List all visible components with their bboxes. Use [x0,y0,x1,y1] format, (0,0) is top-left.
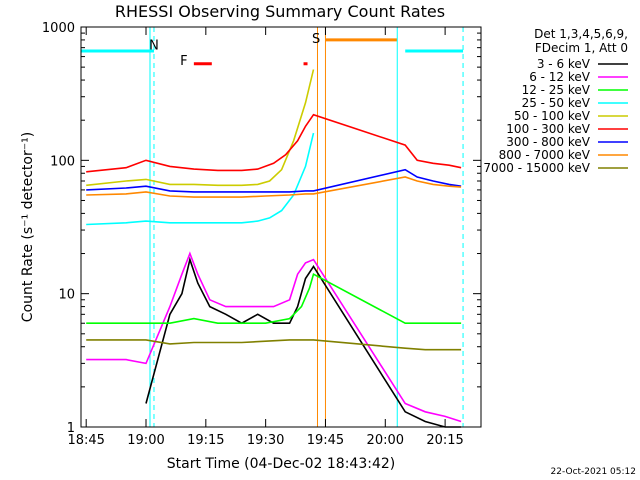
y-tick-label-2: 100 [50,154,75,169]
chart-title: RHESSI Observing Summary Count Rates [115,2,445,21]
x-tick-label-0: 18:45 [67,433,104,448]
x-tick-label-6: 20:15 [426,433,463,448]
legend-entry-4: 50 - 100 keV [514,109,591,123]
y-tick-label-1: 10 [58,288,75,303]
flare-flag-label: F [180,54,187,69]
saa-flag-label: S [312,32,320,47]
x-tick-label-4: 19:45 [307,433,344,448]
series-line-4 [86,69,315,187]
plot-frame [80,26,482,428]
x-tick-label-1: 19:00 [127,433,164,448]
legend-entry-3: 25 - 50 keV [522,96,591,110]
y-tick-label-0: 1 [67,421,75,436]
series-line-1 [86,251,462,423]
night-flag-label: N [149,38,159,53]
x-tick-label-3: 19:30 [247,433,284,448]
footer-timestamp: 22-Oct-2021 05:12 [551,467,636,477]
series-line-8 [86,339,462,351]
legend-entry-0: 3 - 6 keV [537,57,591,71]
x-tick-label-5: 20:00 [367,433,404,448]
series-line-5 [86,113,462,173]
legend-entry-7: 800 - 7000 keV [499,148,591,162]
legend-header-1: FDecim 1, Att 0 [535,41,628,55]
x-axis-label: Start Time (04-Dec-02 18:43:42) [167,456,395,472]
legend-entry-2: 12 - 25 keV [522,83,591,97]
legend-entry-8: 7000 - 15000 keV [483,161,590,175]
legend-header-0: Det 1,3,4,5,6,9, [534,27,628,41]
y-tick-label-3: 1000 [42,21,75,36]
series-line-7 [86,176,462,198]
series-line-0 [145,256,462,428]
legend-entry-1: 6 - 12 keV [529,70,591,84]
y-axis-label: Count Rate (s⁻¹ detector⁻¹) [20,132,36,322]
series-line-6 [86,168,462,193]
series-line-2 [86,273,462,325]
x-tick-label-2: 19:15 [187,433,224,448]
legend-entry-5: 100 - 300 keV [506,122,590,136]
legend-entry-6: 300 - 800 keV [506,135,590,149]
